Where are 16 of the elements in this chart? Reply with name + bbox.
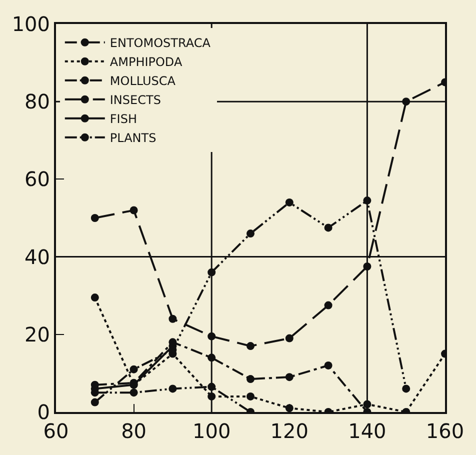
x-tick-label: 80	[121, 419, 147, 443]
x-tick-label: 160	[426, 419, 464, 443]
legend-label: FISH	[110, 112, 137, 126]
x-tick-label: 120	[270, 419, 308, 443]
y-tick-label: 20	[24, 322, 50, 346]
x-tick-label: 100	[192, 419, 231, 443]
legend-label: MOLLUSCA	[110, 74, 176, 88]
y-tick-label: 60	[24, 167, 50, 192]
legend-label: ENTOMOSTRACA	[110, 36, 212, 50]
y-tick-label: 40	[24, 244, 50, 269]
legend-label: INSECTS	[110, 93, 161, 108]
legend-label: PLANTS	[110, 131, 156, 146]
y-tick-label: 100	[12, 12, 50, 36]
x-tick-label: 140	[348, 419, 386, 443]
legend-label: AMPHIPODA	[110, 55, 183, 70]
y-tick-label: 80	[24, 90, 50, 114]
